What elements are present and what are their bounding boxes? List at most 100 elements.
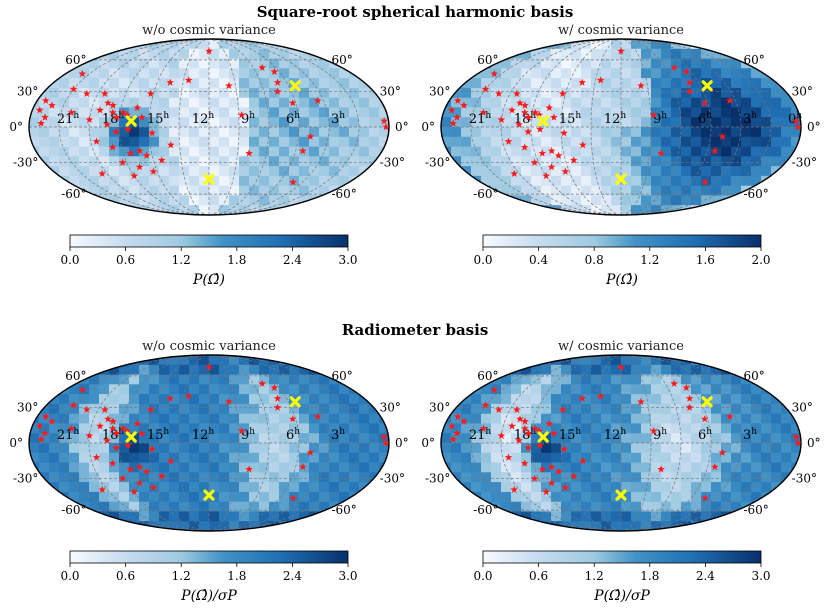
star-marker — [37, 435, 45, 443]
heat-cell — [671, 185, 682, 197]
heat-cell — [691, 156, 702, 167]
heat-cell — [239, 68, 250, 79]
heat-cell — [651, 68, 662, 79]
heat-cell — [611, 511, 622, 522]
star-marker — [510, 485, 518, 493]
heat-cell — [461, 48, 472, 60]
star-marker — [135, 146, 144, 155]
heat-cell — [711, 413, 722, 425]
lat-tick-left: 30° — [429, 400, 450, 414]
heat-cell — [149, 355, 160, 366]
heat-cell — [781, 501, 792, 513]
heat-cell — [671, 78, 682, 89]
heat-cell — [551, 185, 562, 197]
heat-cell — [691, 58, 702, 69]
star-marker — [289, 494, 297, 502]
heat-cell — [319, 452, 330, 464]
heat-cell — [461, 107, 472, 118]
star-marker — [547, 146, 556, 155]
heat-cell — [501, 472, 512, 483]
panel-title: w/o cosmic variance — [142, 339, 276, 354]
heat-cell — [339, 78, 350, 89]
heat-cell — [461, 136, 472, 148]
heat-cell — [501, 423, 512, 434]
heat-cell — [339, 482, 350, 493]
source-stars — [35, 363, 389, 502]
heat-cell — [219, 156, 230, 167]
heat-cell — [109, 195, 120, 206]
heat-cell — [39, 374, 50, 385]
heat-cell — [149, 394, 160, 405]
heat-cell — [309, 423, 320, 434]
heat-cell — [129, 87, 140, 99]
heat-cell — [189, 355, 200, 366]
heat-cell — [481, 384, 492, 395]
heat-cell — [611, 127, 622, 138]
heat-cell — [511, 185, 522, 197]
heat-cell — [159, 482, 170, 493]
heat-cell — [259, 68, 270, 79]
heat-cell — [129, 374, 140, 385]
heat-cell — [149, 136, 160, 148]
heat-cell — [701, 195, 712, 206]
heat-cell — [139, 136, 150, 148]
heat-cell — [571, 78, 582, 89]
heat-cell — [119, 78, 130, 89]
source-stars — [35, 47, 389, 186]
heat-cell — [571, 175, 582, 187]
lat-tick-right: -30° — [792, 156, 817, 170]
star-marker — [516, 415, 524, 423]
heat-cell — [159, 185, 170, 197]
heat-cell — [681, 175, 692, 187]
heat-cell — [671, 146, 682, 157]
heat-cell — [89, 185, 100, 197]
heat-cell — [561, 156, 572, 167]
heat-cell — [661, 175, 672, 187]
heat-cell — [89, 482, 100, 493]
star-marker — [447, 106, 456, 114]
heat-cell — [621, 501, 632, 513]
heat-cell — [69, 521, 80, 531]
heat-cell — [279, 413, 290, 425]
heat-cell — [109, 394, 120, 405]
heat-cell — [189, 364, 200, 376]
heat-cell — [229, 452, 240, 464]
heat-cell — [179, 117, 190, 128]
heat-cell — [89, 87, 100, 99]
heat-cell — [551, 78, 562, 89]
heat-cell — [109, 521, 120, 531]
heat-cell — [349, 521, 360, 531]
heat-cell — [601, 166, 612, 177]
heat-cell — [581, 136, 592, 148]
heat-cell — [571, 136, 582, 148]
star-marker — [579, 457, 587, 465]
heat-cell — [259, 364, 270, 376]
heat-cell — [731, 491, 742, 503]
heat-cell — [701, 107, 712, 118]
map-border — [440, 354, 802, 532]
heat-cell — [109, 156, 120, 167]
star-marker — [380, 117, 388, 125]
star-marker — [637, 397, 645, 405]
heat-cell — [129, 394, 140, 405]
heat-cell — [461, 521, 472, 531]
heat-cell — [751, 175, 762, 187]
heat-cell — [651, 394, 662, 405]
heat-cell — [601, 68, 612, 79]
heat-cell — [661, 482, 672, 493]
heat-cell — [339, 107, 350, 118]
heat-cell — [209, 156, 220, 167]
heat-cell — [671, 68, 682, 79]
heat-cell — [99, 491, 110, 503]
heat-cell — [491, 107, 502, 118]
heat-cell — [269, 482, 280, 493]
heat-cell — [169, 491, 180, 503]
heat-cell — [751, 166, 762, 177]
heat-cell — [209, 423, 220, 434]
star-marker — [453, 113, 461, 121]
lat-tick-left: 30° — [17, 400, 38, 414]
heat-cell — [249, 68, 260, 79]
heat-cell — [641, 97, 652, 109]
colorbar-gradient — [482, 550, 762, 564]
heat-cell — [299, 491, 310, 503]
